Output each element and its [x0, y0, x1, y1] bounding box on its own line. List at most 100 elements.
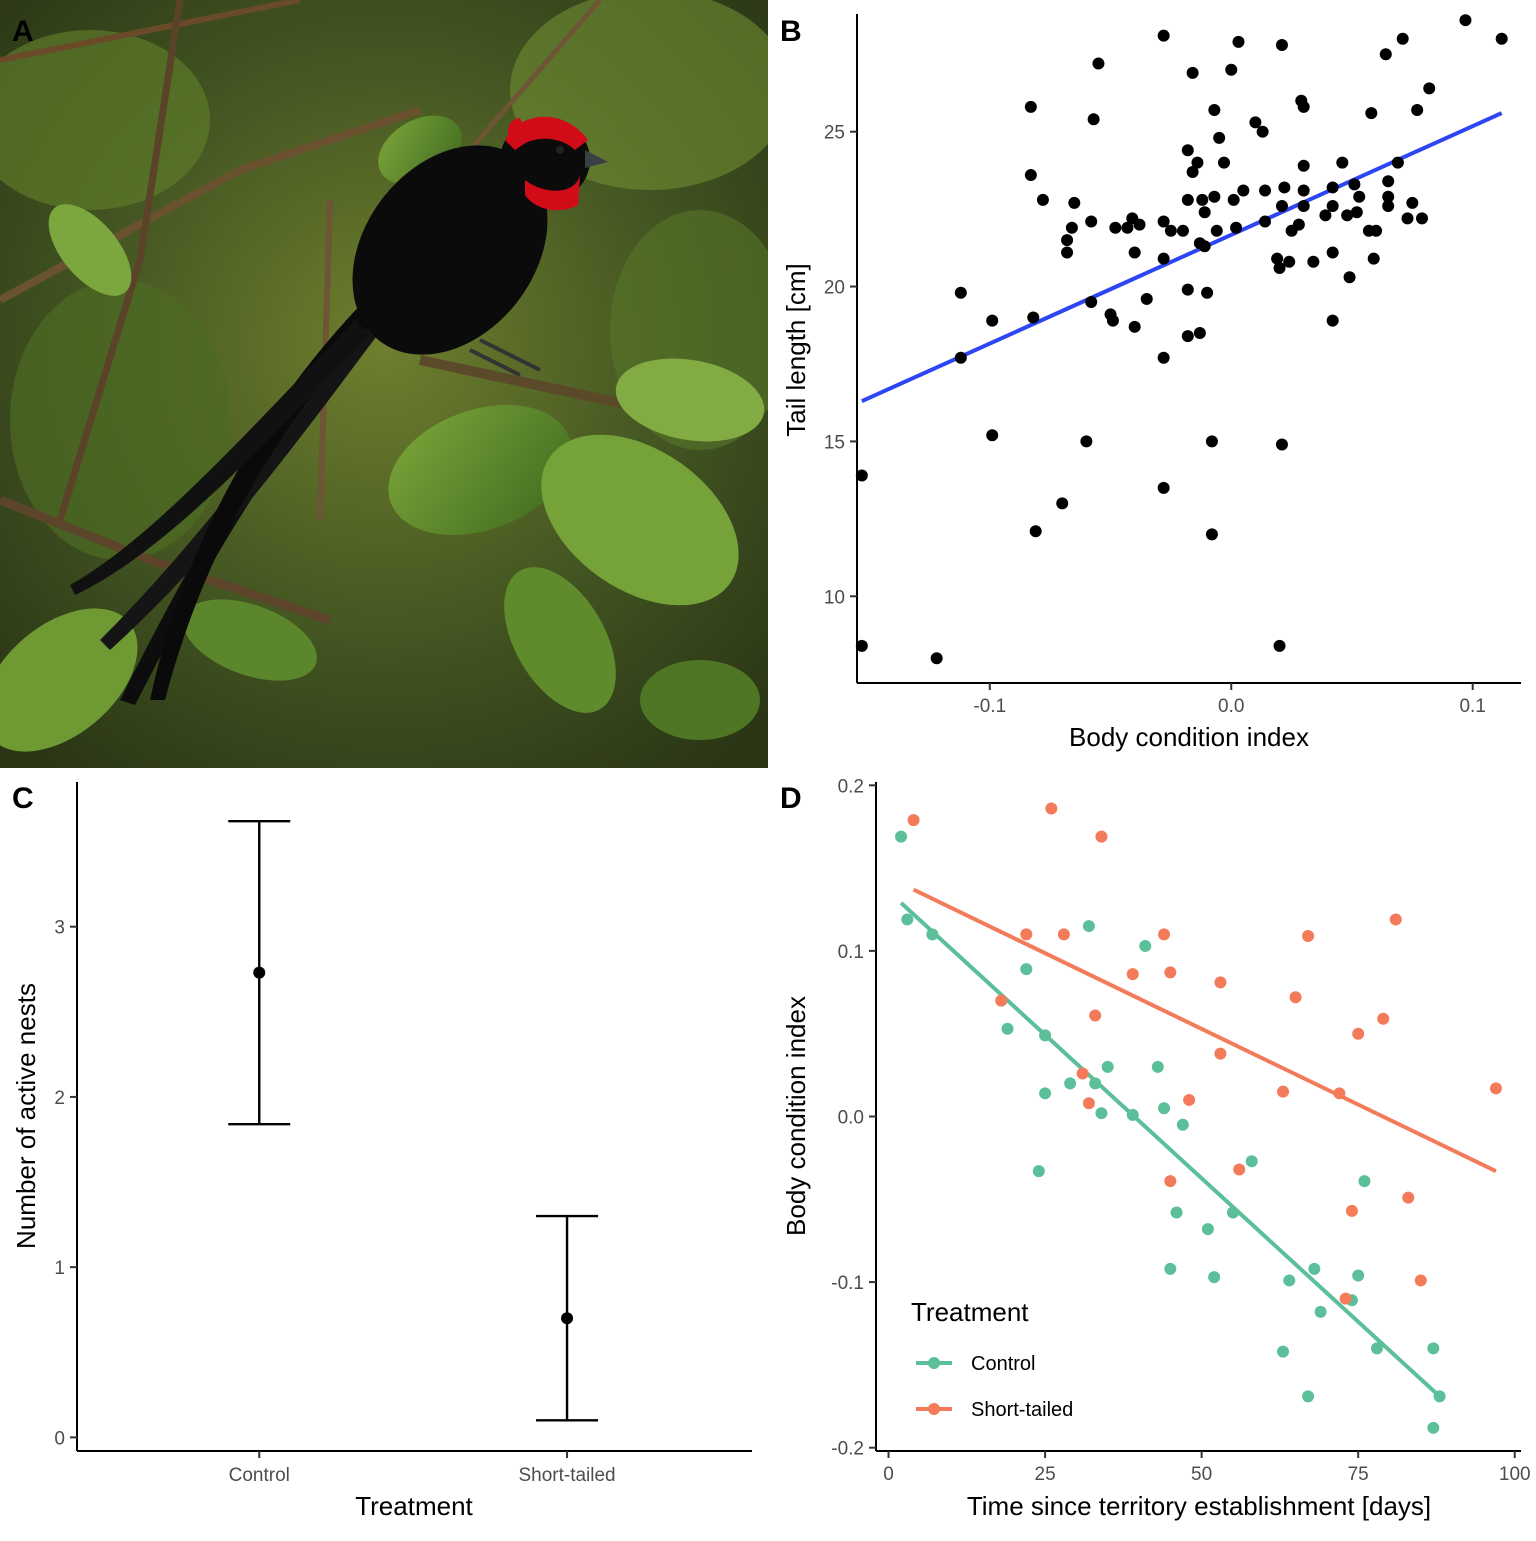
chart-c-x-axis-title: Treatment — [355, 1491, 473, 1521]
chart-b-point — [1157, 481, 1170, 494]
chart-b-point — [1232, 35, 1245, 48]
chart-d-x-tick-label: 100 — [1499, 1464, 1531, 1485]
chart-b-point — [1085, 296, 1098, 309]
chart-b-point — [1205, 435, 1218, 448]
chart-d-point — [1214, 976, 1227, 989]
chart-d-y-tick-label: 0.0 — [838, 1108, 864, 1129]
chart-d-point — [1427, 1421, 1440, 1434]
chart-d-legend-label: Control — [971, 1353, 1035, 1375]
chart-d-point — [1201, 1223, 1214, 1236]
chart-d-point — [1064, 1077, 1077, 1090]
chart-c-mean-point — [253, 966, 266, 979]
chart-b-point — [1382, 175, 1395, 188]
chart-b-point — [1225, 63, 1238, 76]
chart-b-point — [1176, 224, 1189, 237]
chart-c-y-tick-label: 0 — [54, 1428, 65, 1449]
chart-b-point — [1181, 144, 1194, 157]
chart-b-y-tick-label: 25 — [824, 123, 845, 144]
chart-b-x-tick-label: 0.1 — [1459, 696, 1485, 717]
chart-d-point — [1277, 1085, 1290, 1098]
chart-b-point — [1193, 327, 1206, 340]
chart-d-point — [1170, 1206, 1183, 1219]
chart-d-point — [1001, 1022, 1014, 1035]
chart-d-point — [995, 994, 1008, 1007]
chart-d-point — [1214, 1047, 1227, 1060]
chart-b-point — [1210, 224, 1223, 237]
chart-d-point — [1389, 913, 1402, 926]
chart-b-point — [1133, 218, 1146, 231]
chart-d-legend-title: Treatment — [911, 1297, 1029, 1327]
chart-b-y-tick-label: 20 — [824, 278, 845, 299]
chart-b-point — [1382, 200, 1395, 213]
chart-b-point — [1391, 156, 1404, 169]
chart-d-point — [1414, 1274, 1427, 1287]
chart-b-point — [1085, 215, 1098, 228]
chart-b-point — [1307, 255, 1320, 268]
chart-b-point — [1365, 107, 1378, 120]
chart-b-point — [1396, 32, 1409, 45]
chart-b-point — [1256, 125, 1269, 138]
chart-d-point — [1314, 1305, 1327, 1318]
chart-d-legend-item: Control — [916, 1353, 1035, 1375]
chart-d-point — [1377, 1012, 1390, 1025]
chart-d-point — [1208, 1271, 1221, 1284]
chart-d-point — [1095, 830, 1108, 843]
chart-b-point — [1341, 209, 1354, 222]
panel-label-a: A — [12, 15, 34, 48]
chart-d-point — [1164, 1262, 1177, 1275]
chart-d-y-tick-label: -0.1 — [831, 1273, 864, 1294]
chart-b-point — [1249, 116, 1262, 129]
chart-b-point — [855, 639, 868, 652]
chart-c-y-tick-label: 3 — [54, 918, 65, 939]
chart-b-point — [1024, 100, 1037, 113]
chart-d-point — [1164, 1175, 1177, 1188]
chart-b-point — [1350, 206, 1363, 219]
chart-b-point — [1319, 209, 1332, 222]
chart-b-x-tick-label: -0.1 — [973, 696, 1006, 717]
chart-b-point — [1080, 435, 1093, 448]
chart-d-point — [1358, 1175, 1371, 1188]
chart-d-point — [1095, 1107, 1108, 1120]
chart-c: 0 1 2 3 Control Short-tailed Treatment Number… — [11, 782, 752, 1521]
chart-d-point — [1308, 1262, 1321, 1275]
chart-d-point — [1277, 1345, 1290, 1358]
chart-b-point — [1326, 181, 1339, 194]
chart-d-point — [1489, 1082, 1502, 1095]
chart-b-point — [1275, 438, 1288, 451]
chart-d-point — [1045, 802, 1058, 815]
chart-b-point — [1326, 314, 1339, 327]
chart-d-point — [1151, 1060, 1164, 1073]
chart-d-point — [1183, 1093, 1196, 1106]
chart-b-point — [1237, 184, 1250, 197]
chart-d-y-tick-label: -0.2 — [831, 1439, 864, 1460]
chart-d-point — [1158, 928, 1171, 941]
chart-d-legend: Treatment Control Short-tailed — [911, 1297, 1073, 1421]
chart-d-point — [1345, 1204, 1358, 1217]
chart-d-point — [1176, 1118, 1189, 1131]
chart-b-point — [1348, 178, 1361, 191]
chart-b-point — [1191, 156, 1204, 169]
chart-d-point — [1089, 1009, 1102, 1022]
chart-d-point — [1302, 930, 1315, 943]
chart-b-point — [1459, 14, 1472, 27]
chart-b-point — [1065, 221, 1078, 234]
chart-b-point — [1278, 181, 1291, 194]
chart-b-point — [1029, 525, 1042, 538]
chart-b-point — [1061, 246, 1074, 259]
chart-b-point — [1196, 193, 1209, 206]
chart-b-point — [1087, 113, 1100, 126]
chart-b-point — [1128, 320, 1141, 333]
chart-d-point — [1082, 920, 1095, 933]
chart-d-point — [1289, 991, 1302, 1004]
chart-d-y-axis-title: Body condition index — [781, 996, 811, 1236]
chart-b-point — [1297, 184, 1310, 197]
chart-b-point — [1056, 497, 1069, 510]
chart-b-point — [1092, 57, 1105, 70]
chart-d-fit-line — [912, 887, 1497, 1173]
chart-c-mean-point — [561, 1312, 574, 1325]
chart-b-point — [1198, 240, 1211, 253]
chart-b-point — [1208, 190, 1221, 203]
chart-d-y-tick-label: 0.1 — [838, 942, 864, 963]
